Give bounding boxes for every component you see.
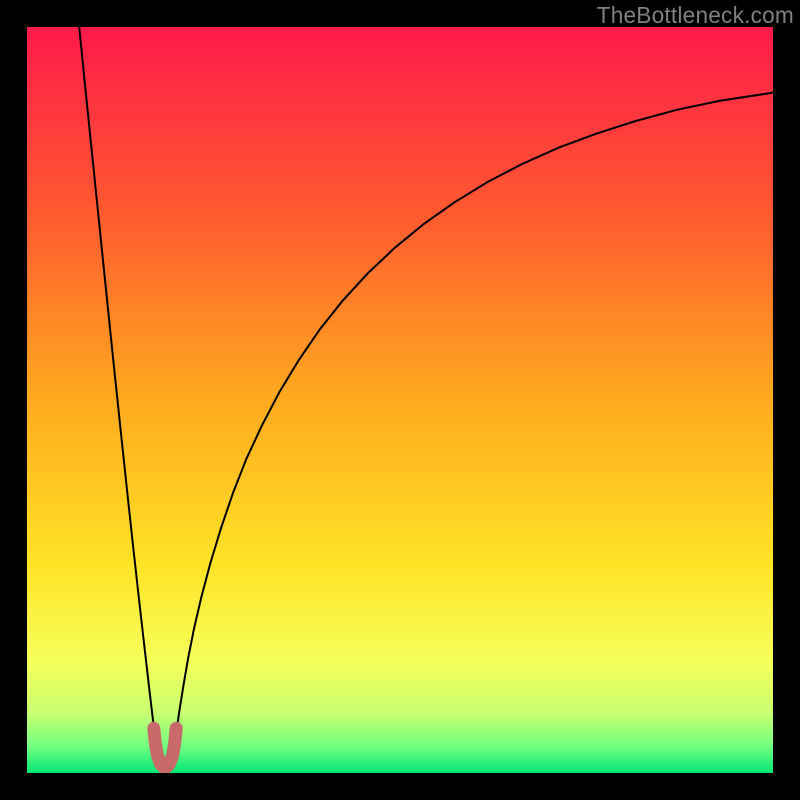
chart-container: TheBottleneck.com <box>0 0 800 800</box>
gradient-background <box>27 27 773 773</box>
plot-area <box>27 27 773 773</box>
watermark-text: TheBottleneck.com <box>597 2 794 29</box>
plot-svg <box>27 27 773 773</box>
